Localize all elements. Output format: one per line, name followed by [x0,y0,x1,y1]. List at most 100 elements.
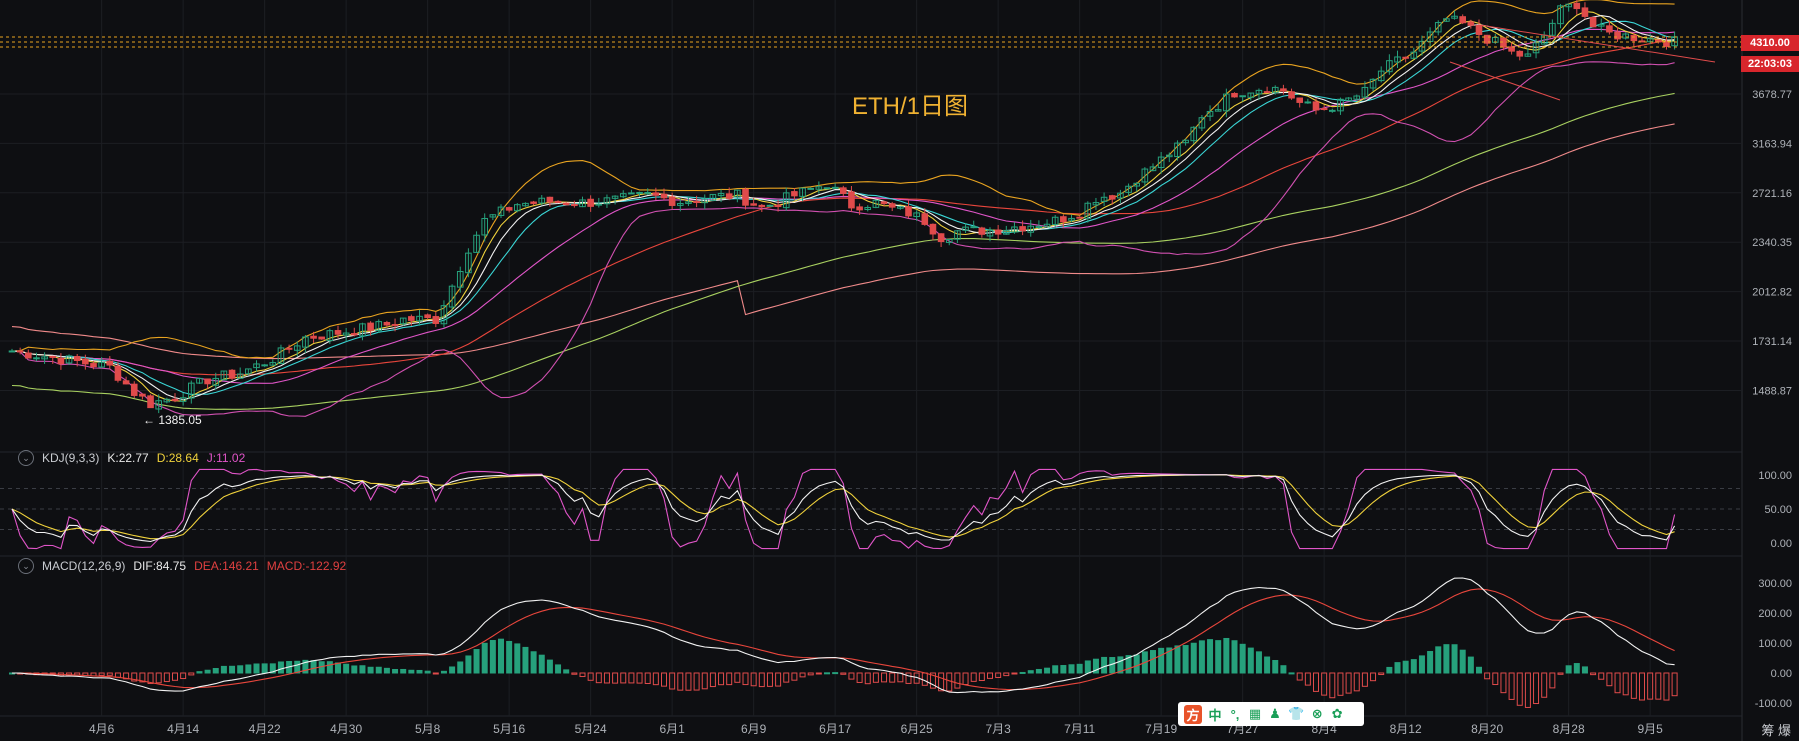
toolbar-item[interactable]: °, [1230,706,1240,722]
macd-bar [563,669,570,674]
macd-bar [326,661,333,674]
macd-bar [1565,665,1572,674]
candle-body [465,252,472,274]
candle-body [782,192,790,209]
toolbar-item[interactable]: ⊗ [1311,706,1323,721]
candle-body [880,201,888,205]
toolbar-item[interactable]: 中 [1208,707,1222,723]
date-axis-tick: 4月6 [89,722,115,736]
candle-body [399,317,407,325]
candle-body [1597,24,1605,27]
candle-body [1108,195,1116,200]
candle-body [571,204,578,207]
macd-bar [652,672,659,686]
macd-bar [1060,665,1067,674]
low-price-label: ← 1385.05 [143,413,202,427]
candle-body [1337,98,1344,112]
floating-toolbar[interactable]: 方中 °, ▦ ♟ 👕 ⊗ ✿ [1178,702,1364,726]
candle-body [660,193,668,199]
price-axis-tick: 3678.77 [1752,89,1792,101]
macd-bar [1573,663,1580,674]
candle-body [1003,229,1010,235]
date-axis-tick: 5月24 [575,722,607,736]
candle-body [1329,109,1336,112]
candle-body [1011,226,1018,233]
candle-body [1060,216,1067,223]
macd-bar [457,661,464,674]
macd-bar [1019,671,1026,674]
candle-body [913,212,920,218]
macd-bar [603,672,610,684]
candle-body [1149,166,1157,172]
macd-axis-tick: 200.00 [1758,608,1792,620]
candle-body [888,203,896,208]
candle-body [1606,25,1613,33]
candle-body [1361,86,1369,98]
macd-bar [367,666,374,674]
toolbar-item[interactable]: 👕 [1288,706,1305,721]
macd-bar [718,672,725,686]
macd-bar [1288,672,1295,675]
kdj-axis-tick: 50.00 [1764,504,1792,516]
macd-bar [938,672,945,692]
candle-body [359,323,366,337]
candle-body [897,206,904,209]
toolbar-item[interactable]: ♟ [1269,706,1281,721]
ma7-line [11,15,1675,401]
macd-header[interactable]: ⌄ MACD(12,26,9) DIF:84.75 DEA:146.21 MAC… [18,558,346,574]
macd-dif-line [11,577,1675,694]
macd-bar [1084,660,1091,674]
macd-bar [465,655,472,674]
candle-body [750,203,757,206]
macd-bar [685,672,692,691]
candle-body [538,197,546,204]
candle-body [799,187,806,197]
macd-bar [636,672,643,684]
macd-axis-tick: 300.00 [1758,578,1792,590]
macd-bar [1035,668,1042,674]
candle-body [693,201,700,204]
macd-bar [889,672,896,683]
macd-bar [856,672,863,683]
candle-body [848,191,855,209]
macd-bar [620,672,627,684]
candle-body [1516,50,1524,57]
candle-body [383,322,391,326]
candle-body [1614,31,1621,40]
macd-bar [139,672,146,683]
candle-body [774,204,782,207]
candle-body [432,316,440,324]
macd-bar [872,672,879,683]
candle-body [1345,97,1352,102]
macd-bar [1492,672,1499,686]
macd-bar [946,672,953,692]
toolbar-item[interactable]: ✿ [1331,706,1343,721]
candle-body [619,193,627,198]
macd-dif-value: DIF:84.75 [133,559,187,573]
macd-bar [1451,644,1458,674]
toolbar-logo[interactable]: 方 [1184,704,1202,724]
macd-bar [775,672,782,687]
bell-icon[interactable]: ⌄ [18,558,34,574]
candle-body [1263,91,1271,94]
candle-body [1451,15,1458,19]
kdj-header[interactable]: ⌄ KDJ(9,3,3) K:22.77 D:28.64 J:11.02 [18,450,245,466]
candle-body [1076,216,1083,219]
macd-axis-tick: -100.00 [1755,698,1792,710]
bell-icon[interactable]: ⌄ [18,450,34,466]
macd-bar [750,672,757,687]
candle-body [905,206,912,217]
date-axis-tick: 7月3 [985,722,1011,736]
candle-body [1467,21,1475,26]
macd-bar [98,672,105,676]
candle-body [285,347,293,350]
toolbar-item[interactable]: ▦ [1248,706,1262,721]
macd-bar [987,672,993,679]
date-axis-tick: 9月5 [1637,722,1663,736]
macd-bar [1516,672,1523,706]
macd-bar [1272,659,1279,674]
candle-body [514,204,521,212]
candle-body [929,223,937,235]
candle-body [725,193,733,199]
